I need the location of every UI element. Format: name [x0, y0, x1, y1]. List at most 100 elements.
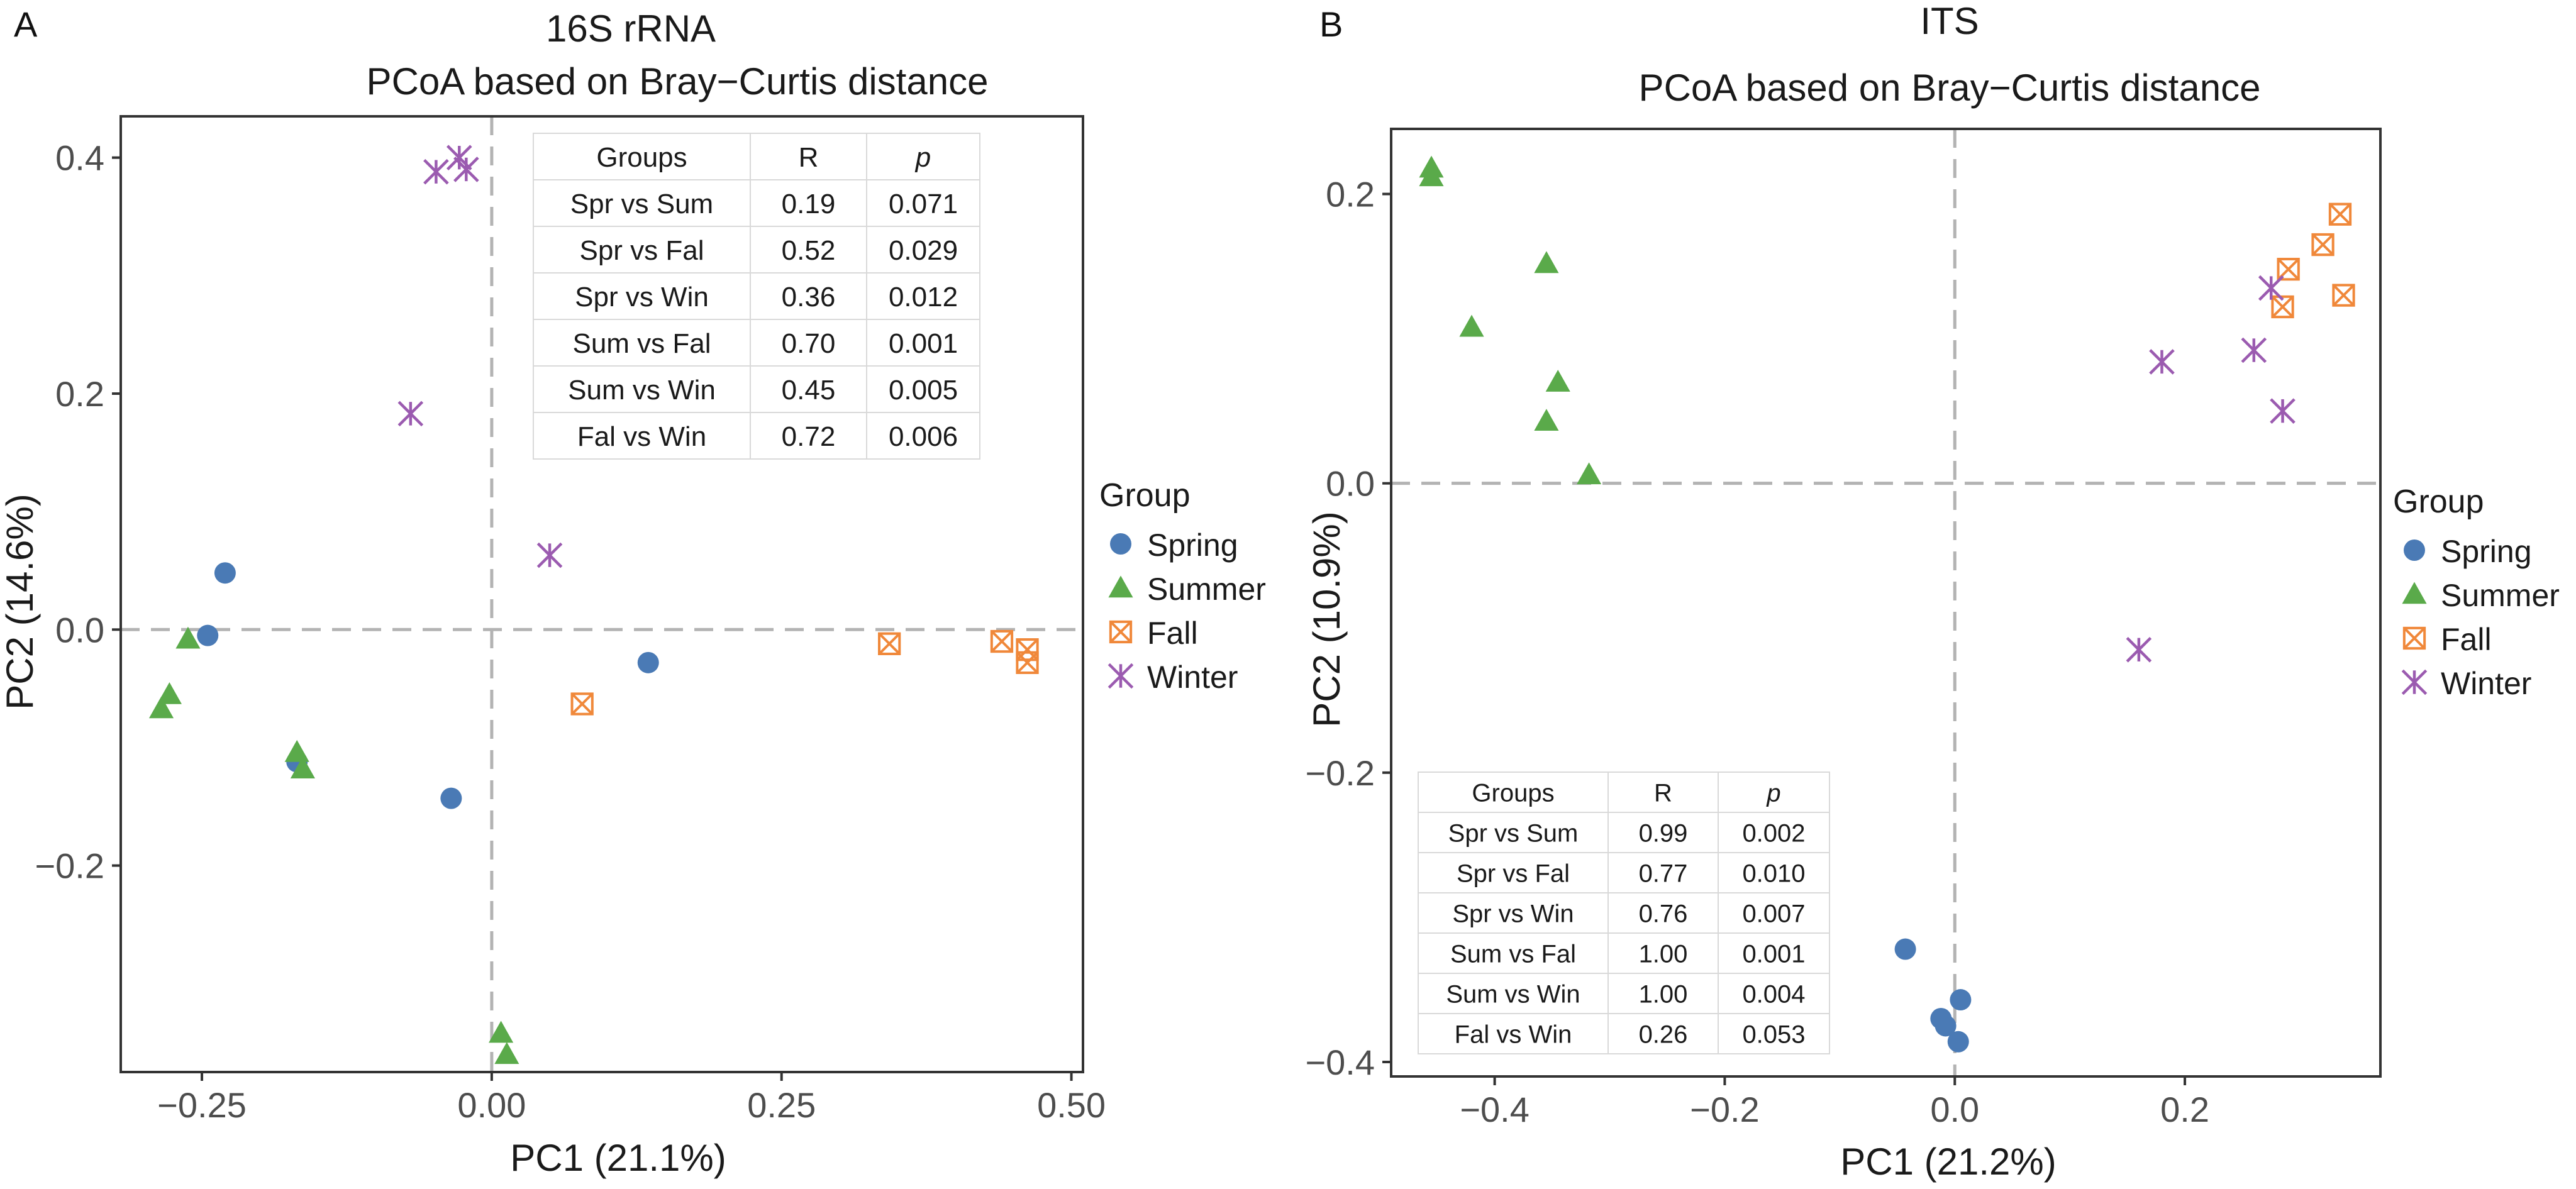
panel-a-point-summer-1 — [175, 626, 201, 649]
panel-b-legend-label-summer: Summer — [2441, 578, 2560, 613]
panel-a-x-axis-label: PC1 (21.1%) — [510, 1137, 726, 1179]
panel-b-point-fall-2 — [2311, 233, 2334, 257]
panel-b-series-winter — [2126, 275, 2296, 663]
panel-b-table-cell-r4-c2: 1.00 — [1639, 940, 1688, 968]
panel-b-point-summer-2 — [1419, 164, 1444, 187]
panel-a-point-summer-7 — [494, 1042, 519, 1065]
panel-a-x-tick-label: 0.50 — [1037, 1085, 1106, 1125]
panel-b-table-cell-r6-c2: 0.26 — [1639, 1020, 1688, 1048]
panel-b-x-tick-label: 0.0 — [1930, 1090, 1979, 1129]
panel-b-table-cell-r5-c3: 0.004 — [1742, 980, 1805, 1008]
panel-a-table-cell-r4-c1: Sum vs Fal — [572, 328, 711, 359]
panel-b-table-cell-r2-c3: 0.010 — [1742, 860, 1805, 887]
panel-a-point-fall-1 — [570, 692, 594, 716]
panel-letter-b: B — [1319, 4, 1343, 44]
panel-a-legend-label-fall: Fall — [1147, 616, 1198, 651]
panel-a-y-tick-label: −0.2 — [35, 846, 104, 886]
panel-b-table-cell-r3-c3: 0.007 — [1742, 900, 1805, 927]
panel-b-point-fall-4 — [2271, 295, 2294, 319]
panel-b-legend-item-summer: Summer — [2402, 578, 2560, 613]
panel-b-y-tick-label: 0.2 — [1326, 175, 1375, 214]
panel-a-table-cell-r2-c2: 0.52 — [782, 235, 836, 266]
panel-b-point-winter-5 — [2126, 636, 2152, 663]
panel-a-table-cell-r5-c3: 0.005 — [889, 375, 958, 406]
panel-b-table-cell-r5-c2: 1.00 — [1639, 980, 1688, 1008]
panel-a-table-cell-r6-c2: 0.72 — [782, 421, 836, 452]
panel-b-x-tick-label: −0.4 — [1460, 1090, 1530, 1129]
panel-b-title: ITS — [1920, 0, 1979, 42]
panel-a-legend-key-spring — [1110, 533, 1131, 555]
panel-a-point-spring-5 — [637, 651, 659, 673]
panel-b-table-cell-r6-c3: 0.053 — [1742, 1020, 1805, 1048]
panel-a-point-fall-2 — [878, 632, 901, 655]
panel-a-point-winter-4 — [397, 401, 424, 427]
panel-b-point-winter-3 — [2241, 337, 2267, 363]
panel-b-legend: Group Spring Summer Fall Winter — [2393, 484, 2560, 701]
panel-b-legend-label-fall: Fall — [2441, 622, 2492, 657]
panel-b-point-summer-5 — [1545, 370, 1570, 392]
panel-a-plot-frame — [119, 115, 1084, 1073]
panel-b-point-summer-6 — [1534, 409, 1559, 431]
panel-b-point-summer-7 — [1577, 462, 1602, 485]
panel-a-table-cell-r3-c3: 0.012 — [889, 282, 958, 312]
panel-b-y-tick-label: 0.0 — [1326, 464, 1375, 504]
panel-b-point-winter-4 — [2270, 398, 2296, 424]
panel-b-legend-label-winter: Winter — [2441, 666, 2531, 701]
panel-a-point-summer-2 — [157, 682, 182, 704]
panel-a-point-spring-2 — [197, 624, 219, 646]
panel-a-y-tick-label: 0.2 — [55, 374, 104, 414]
panel-b-legend-item-winter: Winter — [2401, 666, 2531, 701]
panel-b-series-summer — [1419, 155, 1602, 485]
panel-a-point-spring-4 — [440, 787, 462, 809]
panel-b-legend-key-winter — [2401, 669, 2428, 695]
panel-b-table-header-groups: Groups — [1472, 779, 1554, 807]
panel-b-table-cell-r2-c1: Spr vs Fal — [1457, 860, 1570, 887]
panel-b-axis-ticks: −0.4 −0.2 0.0 0.2 −0.4 −0.2 0.0 0.2 — [1305, 175, 2209, 1129]
panel-a-point-summer-4 — [284, 739, 309, 762]
panel-a-point-summer-6 — [489, 1020, 514, 1043]
panel-letter-a: A — [14, 4, 38, 44]
panel-a-x-tick-label: 0.25 — [747, 1085, 816, 1125]
panel-b-point-spring-1 — [1894, 938, 1916, 960]
panel-a-point-spring-1 — [214, 562, 236, 584]
panel-b-point-fall-5 — [2332, 284, 2355, 307]
panel-b-legend-key-summer — [2402, 582, 2427, 604]
panel-b-table-cell-r6-c1: Fal vs Win — [1455, 1020, 1572, 1048]
panel-b-point-fall-1 — [2328, 202, 2352, 226]
panel-a-legend-item-winter: Winter — [1108, 660, 1238, 695]
panel-b-point-spring-4 — [1950, 989, 1972, 1011]
panel-b-table-cell-r3-c1: Spr vs Win — [1452, 900, 1574, 927]
panel-b-point-winter-2 — [2149, 349, 2175, 375]
panel-b-point-summer-4 — [1459, 314, 1484, 337]
panel-a-table-cell-r2-c3: 0.029 — [889, 235, 958, 266]
panel-a-table-cell-r1-c1: Spr vs Sum — [570, 189, 713, 219]
panel-a-series-spring — [197, 562, 659, 809]
panel-b-stats-table-bg — [1418, 771, 1830, 1054]
panel-b-series-fall — [2271, 202, 2355, 319]
panel-a-series-winter — [397, 145, 563, 568]
panel-a-table-cell-r4-c3: 0.001 — [889, 328, 958, 359]
panel-a-legend-label-summer: Summer — [1147, 572, 1266, 607]
panel-a-series-fall — [570, 629, 1039, 716]
panel-a-table-cell-r3-c2: 0.36 — [782, 282, 836, 312]
panel-b-legend-key-fall — [2402, 626, 2426, 650]
panel-a-point-summer-3 — [148, 696, 174, 719]
panel-b-legend-item-spring: Spring — [2404, 534, 2532, 569]
panel-b-legend-title: Group — [2393, 484, 2484, 520]
panel-a-legend-label-spring: Spring — [1147, 528, 1238, 563]
panel-a-table-header-p: p — [914, 142, 931, 173]
panel-a-y-axis-label: PC2 (14.6%) — [0, 494, 41, 709]
panel-a-stats-table-bg — [533, 133, 980, 460]
panel-a-point-fall-5 — [1016, 651, 1039, 674]
panel-a-legend-key-fall — [1109, 620, 1133, 644]
panel-a-legend-item-summer: Summer — [1108, 572, 1266, 607]
panel-a-table-cell-r1-c2: 0.19 — [782, 189, 836, 219]
panel-b-table-cell-r3-c2: 0.76 — [1639, 900, 1688, 927]
panel-a-table-cell-r4-c2: 0.70 — [782, 328, 836, 359]
panel-a-legend-item-spring: Spring — [1110, 528, 1238, 563]
panel-a-table-cell-r2-c1: Spr vs Fal — [579, 235, 704, 266]
